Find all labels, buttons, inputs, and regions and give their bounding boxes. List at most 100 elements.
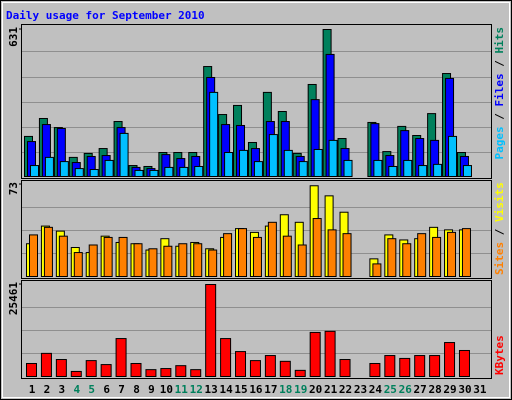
bar [164,166,174,178]
bar [448,135,458,177]
bar [372,263,382,277]
x-tick-label: 1 [29,383,36,396]
bar [297,244,307,277]
legend-entry: Files [493,73,506,106]
bar [429,355,441,377]
x-tick-label: 24 [369,383,383,396]
x-tick-label: 5 [88,383,95,396]
bar [163,245,173,277]
x-tick-label: 9 [148,383,155,396]
x-tick-label: 25 [384,383,397,396]
x-tick-label: 14 [219,383,233,396]
bar [313,148,323,177]
bar [387,238,397,278]
bar [249,360,261,377]
bar [418,165,428,178]
legend: Sites / Visits [493,182,506,275]
bar [73,252,83,277]
bar [134,169,144,177]
bar [444,342,456,378]
bar [58,235,68,277]
bar [104,159,114,178]
bar [88,244,98,277]
bar [462,165,472,178]
bar [433,163,443,177]
bar [178,243,188,278]
bar [85,360,97,377]
bar [343,159,353,178]
bar [328,139,338,178]
x-tick-label: 29 [443,383,456,396]
bar [414,355,426,377]
bar [461,228,471,277]
legend-entry: KBytes [493,335,506,375]
bar [447,231,457,277]
x-tick-label: 8 [133,383,140,396]
bar [298,161,308,177]
x-tick-label: 20 [309,383,322,396]
x-tick-label: 31 [473,383,487,396]
bar [130,362,142,378]
bar [324,330,336,378]
bar [294,369,306,377]
bar [149,169,159,177]
bar [205,284,217,377]
y-tick-label: 25461 [7,282,20,315]
bar [103,236,113,277]
x-tick-label: 13 [205,383,218,396]
x-tick-label: 4 [73,383,80,396]
y-tick-label: 631 [7,27,20,47]
bar [282,235,292,277]
legend-separator: / [493,222,506,242]
x-tick-label: 16 [249,383,263,396]
bar [399,357,411,378]
x-tick-label: 23 [354,383,367,396]
legend-separator: / [493,54,506,74]
legend: Pages / Files / Hits [493,27,506,160]
bar [160,368,172,378]
bar [327,229,337,277]
x-tick-label: 12 [190,383,203,396]
bar [339,359,351,377]
bar [29,234,38,278]
x-tick-label: 10 [160,383,173,396]
bar [179,166,189,178]
bar [403,159,413,178]
bar [238,228,248,277]
bar [30,165,39,178]
bar [40,352,52,377]
bar [55,359,67,377]
bar [148,248,158,277]
bar [209,91,219,177]
x-tick-label: 18 [279,383,292,396]
bar [26,362,37,378]
x-tick-label: 3 [59,383,66,396]
bar [279,360,291,378]
bar [100,364,112,377]
bar [283,149,293,177]
bar [133,243,143,278]
x-tick-label: 2 [44,383,51,396]
bar [119,132,129,178]
bar [373,159,383,178]
bar [388,165,398,178]
bar [175,365,187,377]
legend-entry: Visits [493,182,506,222]
bar [402,243,412,278]
x-tick-label: 21 [324,383,338,396]
x-tick-label: 26 [399,383,413,396]
bar [74,168,84,177]
bar [70,370,82,378]
bar [59,161,69,177]
chart-title: Daily usage for September 2010 [6,9,205,22]
x-tick-label: 15 [234,383,247,396]
bar [417,233,427,277]
bar [309,331,321,378]
bar [194,165,204,178]
bar [145,369,157,378]
x-tick-label: 11 [175,383,189,396]
y-tick-label: 73 [7,182,20,195]
legend-separator: / [493,107,506,127]
bar [115,338,127,378]
bar [342,233,352,277]
